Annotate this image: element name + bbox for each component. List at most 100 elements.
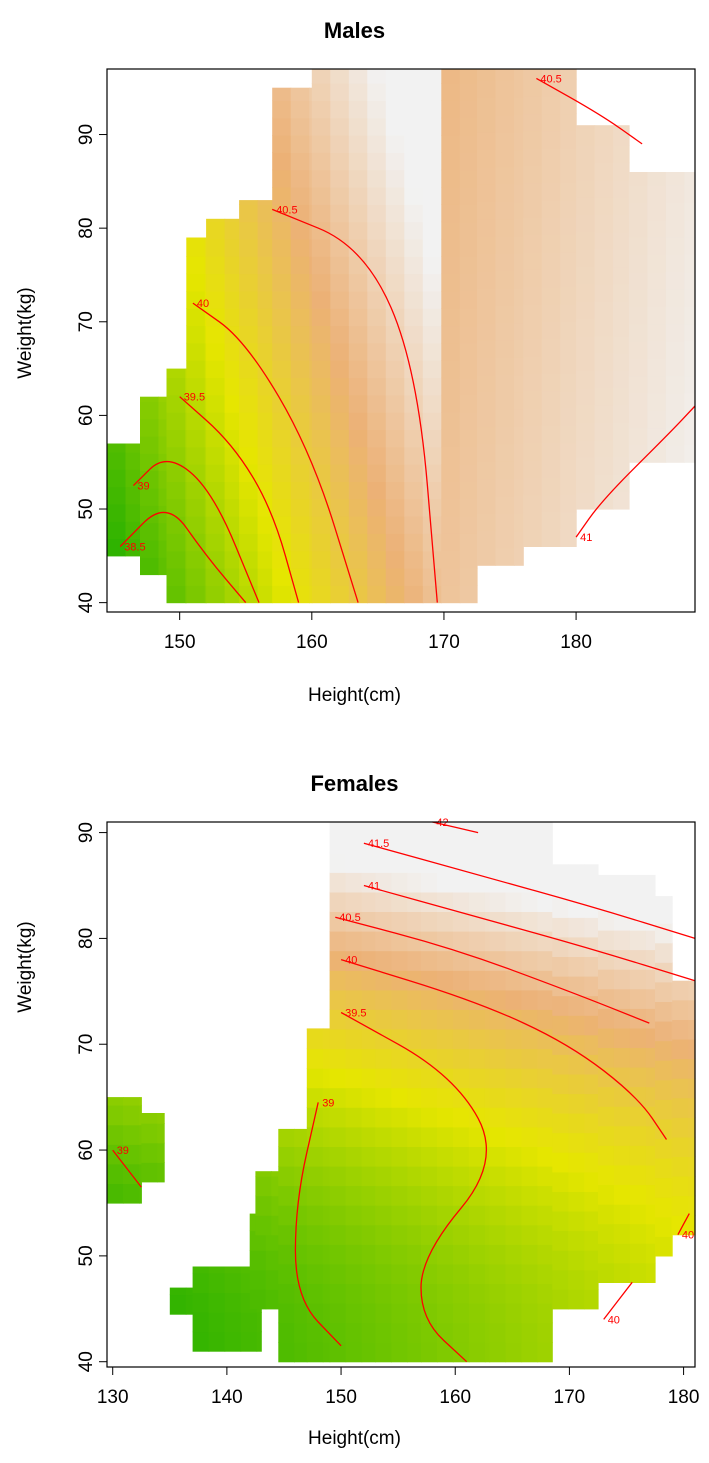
males-heatmap-cell [459,100,478,119]
females-heatmap-cell [345,989,363,1010]
males-heatmap-cell [665,237,685,255]
females-heatmap-cell [322,1263,331,1284]
males-heatmap-cell [628,219,648,238]
females-heatmap-cell [452,1283,470,1304]
females-heatmap-cell [484,1107,491,1128]
females-contour-line [363,842,696,940]
males-heatmap-cell [348,585,368,604]
males-heatmap-cell [459,117,478,136]
females-heatmap-cell [437,989,454,1010]
males-heatmap-cell [367,377,387,396]
males-heatmap-cell [665,427,685,446]
males-heatmap-cell [272,498,292,517]
males-heatmap-cell [290,325,310,344]
males-heatmap-cell [311,585,331,604]
males-heatmap-cell [348,550,368,569]
males-heatmap-cell [272,568,292,586]
males-heatmap-cell [404,533,424,552]
females-heatmap-cell [629,1262,647,1283]
females-heatmap-cell [484,872,491,893]
males-heatmap-cell [348,221,368,240]
males-heatmap-cell [367,169,387,188]
females-heatmap-cell [437,1087,454,1108]
females-heatmap-cell [521,950,539,971]
females-heatmap-cell [598,890,615,911]
females-heatmap-cell [505,1048,523,1069]
females-heatmap-cell [655,1197,672,1218]
males-contour-label: 41 [580,532,592,544]
males-heatmap-cell [385,187,405,205]
males-heatmap-cell [477,340,497,358]
males-heatmap-cell [594,249,614,268]
males-heatmap-cell [290,87,310,101]
males-heatmap-cell [594,318,614,337]
males-heatmap-cell [514,132,524,151]
females-heatmap-cell [598,969,615,990]
males-heatmap-cell [158,505,167,524]
males-heatmap-cell [311,204,331,223]
females-heatmap-cell [584,1171,599,1192]
males-heatmap-cell [441,325,461,344]
males-heatmap-cell [311,152,331,171]
males-heatmap-cell [576,197,596,216]
males-heatmap-cell [330,152,350,171]
females-heatmap-cell [645,1184,656,1205]
females-heatmap-cell [322,1146,331,1167]
females-contour-line [335,916,650,1024]
females-heatmap-cell [208,1312,226,1333]
females-heatmap-cell [322,1028,331,1030]
males-heatmap-cell [348,325,368,344]
males-heatmap-cell [576,457,596,475]
males-heatmap-cell [309,568,313,586]
females-heatmap-cell [629,1106,647,1127]
males-heatmap-cell [385,238,405,257]
females-heatmap-cell [505,1244,523,1265]
females-heatmap-cell [537,1165,553,1187]
males-heatmap-cell [684,237,696,255]
males-heatmap-cell [560,286,577,305]
females-heatmap-cell [505,1322,523,1343]
females-contour-line [340,958,668,1140]
females-heatmap-cell [655,903,672,924]
females-heatmap-cell [521,1342,539,1363]
males-heatmap-cell [385,290,405,309]
females-heatmap-cell [361,1342,376,1363]
females-heatmap-cell [671,1079,673,1100]
females-heatmap-cell [361,1244,376,1265]
males-heatmap-cell [309,481,313,500]
females-heatmap-cell [452,891,470,912]
males-heatmap-cell [684,375,696,394]
males-heatmap-cell [330,100,350,119]
males-heatmap-cell [613,474,630,493]
females-heatmap-cell [452,1322,470,1343]
females-heatmap-cell [584,1250,599,1271]
males-heatmap-cell [404,256,424,275]
males-heatmap-cell [628,271,648,290]
females-heatmap-cell [584,995,599,1016]
males-heatmap-cell [290,550,310,569]
males-heatmap-cell [309,100,313,119]
males-heatmap-cell [523,286,543,305]
males-heatmap-cell [206,273,226,292]
females-heatmap-cell [552,1054,569,1075]
males-heatmap-cell [495,69,515,81]
males-heatmap-cell [459,498,478,517]
males-heatmap-cell [541,321,561,340]
females-heatmap-cell [391,989,408,1010]
males-heatmap-cell [385,429,405,448]
males-heatmap-cell [239,429,259,448]
males-heatmap-cell [613,439,630,458]
males-heatmap-cell [367,446,387,465]
males-heatmap-cell [125,503,141,522]
males-heatmap-cell [477,236,497,254]
males-heatmap-cell [441,481,461,500]
females-heatmap-cell [537,931,553,952]
males-heatmap-cell [348,308,368,327]
females-heatmap-cell [505,1068,523,1089]
males-heatmap-cell [523,477,543,496]
females-heatmap-cell [521,1146,539,1167]
females-heatmap-cell [613,1184,631,1205]
males-heatmap-cell [404,516,424,534]
females-heatmap-cell [391,1009,408,1030]
females-heatmap-cell [437,1224,454,1245]
